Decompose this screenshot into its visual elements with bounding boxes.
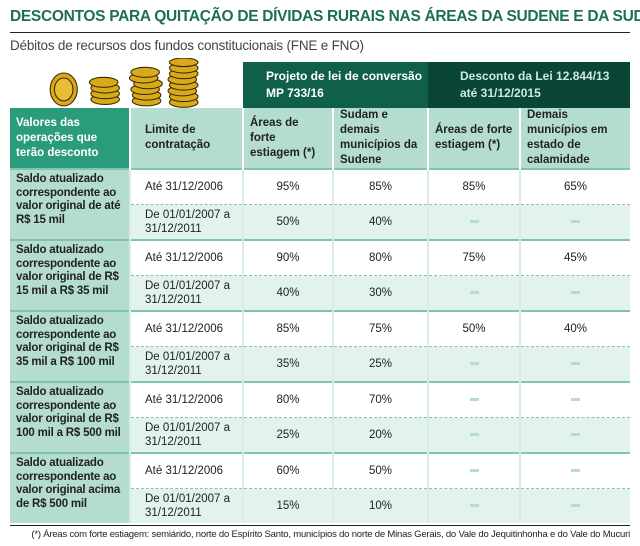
- limit-cell: De 01/01/2007 a 31/12/2011: [129, 488, 243, 523]
- dash-icon: [469, 433, 479, 437]
- value-cell: 45%: [519, 239, 630, 276]
- limit-cell: Até 31/12/2006: [129, 381, 243, 418]
- value-cell: [519, 488, 630, 523]
- dash-icon: [571, 220, 580, 224]
- row-label: Saldo atualizado correspondente ao valor…: [10, 239, 130, 311]
- value-cell: [519, 346, 630, 382]
- dash-icon: [571, 433, 580, 437]
- dash-icon: [571, 469, 580, 473]
- table-row: Saldo atualizado correspondente ao valor…: [10, 452, 630, 523]
- value-cell: 25%: [242, 417, 333, 453]
- value-cell: 40%: [519, 310, 630, 347]
- coins-illustration: [49, 58, 199, 108]
- table-row: Saldo atualizado correspondente ao valor…: [10, 310, 630, 382]
- value-cell: 65%: [519, 168, 630, 205]
- limit-cell: Até 31/12/2006: [129, 452, 243, 489]
- table-row: De 01/01/2007 a 31/12/2011 40% 30%: [10, 275, 630, 311]
- value-cell: [427, 204, 520, 240]
- dash-icon: [469, 504, 479, 508]
- group-header-mp733: Projeto de lei de conversão MP 733/16: [243, 62, 428, 108]
- limit-cell: De 01/01/2007 a 31/12/2011: [129, 275, 243, 311]
- table-row: Saldo atualizado correspondente ao valor…: [10, 239, 630, 311]
- subtitle: Débitos de recursos dos fundos constituc…: [10, 38, 364, 53]
- value-cell: 40%: [332, 204, 428, 240]
- dash-icon: [469, 220, 479, 224]
- table-row: De 01/01/2007 a 31/12/2011 50% 40%: [10, 204, 630, 240]
- limit-cell: Até 31/12/2006: [129, 239, 243, 276]
- value-cell: [427, 417, 520, 453]
- value-cell: [519, 417, 630, 453]
- row-label: Saldo atualizado correspondente ao valor…: [10, 452, 130, 523]
- limit-cell: De 01/01/2007 a 31/12/2011: [129, 417, 243, 453]
- dash-icon: [469, 469, 479, 473]
- title-divider: [10, 32, 630, 33]
- limit-cell: De 01/01/2007 a 31/12/2011: [129, 204, 243, 240]
- value-cell: 95%: [242, 168, 333, 205]
- value-cell: [427, 452, 520, 489]
- value-cell: 80%: [332, 239, 428, 276]
- col-header: Valores das operações que terão desconto: [10, 108, 130, 169]
- value-cell: 20%: [332, 417, 428, 453]
- value-cell: 75%: [427, 239, 520, 276]
- value-cell: 60%: [242, 452, 333, 489]
- discount-table: Valores das operações que terão desconto…: [10, 108, 630, 523]
- col-header: Áreas de forte estiagem (*): [427, 108, 520, 169]
- row-label: Saldo atualizado correspondente ao valor…: [10, 381, 130, 453]
- table-container: Valores das operações que terão desconto…: [10, 108, 630, 541]
- limit-cell: Até 31/12/2006: [129, 310, 243, 347]
- value-cell: 50%: [427, 310, 520, 347]
- page-title: DESCONTOS PARA QUITAÇÃO DE DÍVIDAS RURAI…: [10, 8, 640, 25]
- value-cell: 80%: [242, 381, 333, 418]
- table-row: Saldo atualizado correspondente ao valor…: [10, 168, 630, 240]
- value-cell: 90%: [242, 239, 333, 276]
- dash-icon: [469, 291, 479, 295]
- dash-icon: [571, 291, 580, 295]
- value-cell: 35%: [242, 346, 333, 382]
- row-label: Saldo atualizado correspondente ao valor…: [10, 168, 130, 240]
- value-cell: 75%: [332, 310, 428, 347]
- value-cell: 15%: [242, 488, 333, 523]
- dash-icon: [571, 362, 580, 366]
- table-row: Saldo atualizado correspondente ao valor…: [10, 381, 630, 453]
- table-row: De 01/01/2007 a 31/12/2011 35% 25%: [10, 346, 630, 382]
- col-header: Áreas de forte estiagem (*): [242, 108, 333, 169]
- value-cell: [427, 381, 520, 418]
- dash-icon: [469, 398, 479, 402]
- value-cell: 50%: [242, 204, 333, 240]
- col-header: Demais municípios em estado de calamidad…: [519, 108, 630, 169]
- footnote: (*) Áreas com forte estiagem: semiárido,…: [10, 525, 630, 541]
- value-cell: [519, 275, 630, 311]
- value-cell: [427, 346, 520, 382]
- value-cell: 25%: [332, 346, 428, 382]
- value-cell: [519, 381, 630, 418]
- dash-icon: [571, 398, 580, 402]
- limit-cell: De 01/01/2007 a 31/12/2011: [129, 346, 243, 382]
- value-cell: 85%: [242, 310, 333, 347]
- col-header: Sudam e demais municípios da Sudene: [332, 108, 428, 169]
- dash-icon: [469, 362, 479, 366]
- col-header: Limite de contratação: [129, 108, 243, 169]
- value-cell: 50%: [332, 452, 428, 489]
- table-row: De 01/01/2007 a 31/12/2011 15% 10%: [10, 488, 630, 523]
- value-cell: [427, 275, 520, 311]
- value-cell: [519, 204, 630, 240]
- limit-cell: Até 31/12/2006: [129, 168, 243, 205]
- header-row: Valores das operações que terão desconto…: [10, 108, 630, 169]
- value-cell: 85%: [332, 168, 428, 205]
- row-label: Saldo atualizado correspondente ao valor…: [10, 310, 130, 382]
- value-cell: 85%: [427, 168, 520, 205]
- value-cell: [427, 488, 520, 523]
- dash-icon: [571, 504, 580, 508]
- value-cell: 10%: [332, 488, 428, 523]
- value-cell: [519, 452, 630, 489]
- group-header-lei12844: Desconto da Lei 12.844/13 até 31/12/2015: [428, 62, 630, 108]
- value-cell: 70%: [332, 381, 428, 418]
- value-cell: 30%: [332, 275, 428, 311]
- value-cell: 40%: [242, 275, 333, 311]
- table-row: De 01/01/2007 a 31/12/2011 25% 20%: [10, 417, 630, 453]
